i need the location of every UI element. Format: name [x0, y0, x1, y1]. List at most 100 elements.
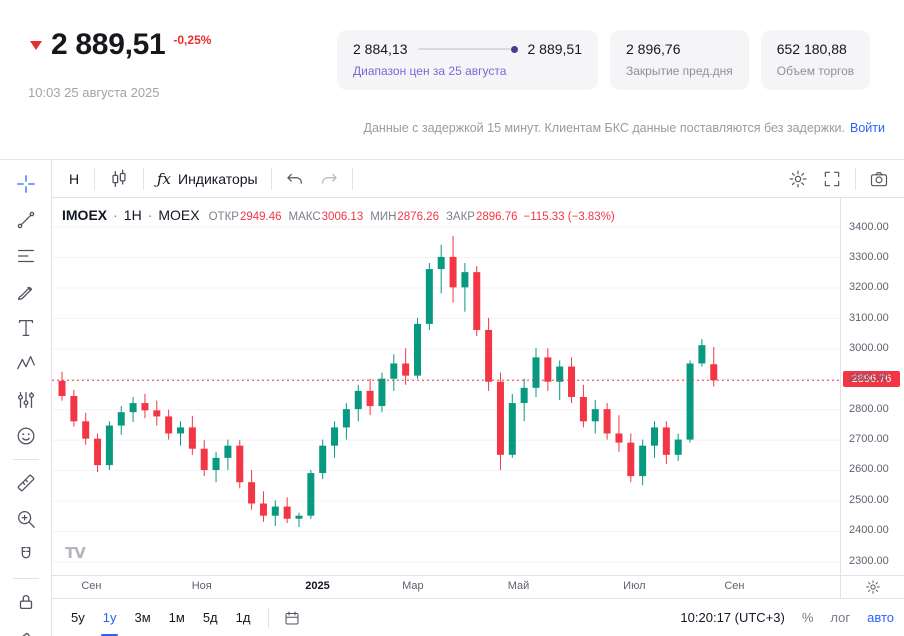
- price-axis[interactable]: 2896.76 3400.00 3300.00 3200.00 3100.00 3000…: [840, 198, 904, 575]
- top-toolbar-right: [781, 165, 896, 193]
- screenshot-button[interactable]: [862, 165, 896, 193]
- candle-body: [496, 381, 504, 455]
- percent-scale-button[interactable]: %: [801, 610, 814, 625]
- candle-body: [544, 357, 552, 382]
- candle-body: [520, 387, 528, 404]
- candlestick-chart[interactable]: [52, 198, 840, 575]
- login-link[interactable]: Войти: [850, 121, 885, 135]
- indicators-button[interactable]: ƒx Индикаторы: [150, 165, 265, 193]
- volume-card: 652 180,88 Объем торгов: [760, 30, 871, 90]
- range-button-5д[interactable]: 5д: [202, 610, 218, 625]
- candle-body: [259, 503, 267, 516]
- go-to-date-button[interactable]: [278, 604, 306, 632]
- lock-icon[interactable]: [8, 584, 44, 620]
- candle-body: [662, 427, 670, 455]
- horizontal-lines-icon[interactable]: [8, 238, 44, 274]
- candle-body: [627, 442, 635, 477]
- magnet-icon[interactable]: [8, 537, 44, 573]
- candle-body: [82, 421, 90, 439]
- candle-body: [366, 390, 374, 407]
- clock-display[interactable]: 10:20:17 (UTC+3): [680, 610, 785, 625]
- ruler-icon[interactable]: [8, 465, 44, 501]
- price-axis-label: 2900.00: [849, 372, 889, 385]
- redo-button[interactable]: [312, 165, 346, 193]
- auto-scale-button[interactable]: авто: [867, 610, 894, 625]
- chart-legend: IMOEX · 1Н · MOEX ОТКР2949.46 МАКС3006.13…: [62, 207, 615, 223]
- candle-body: [461, 272, 469, 288]
- range-button-5у[interactable]: 5у: [71, 610, 85, 625]
- candle-body: [177, 427, 184, 434]
- price-axis-label: 2700.00: [849, 433, 889, 446]
- plot-row: IMOEX · 1Н · MOEX ОТКР2949.46 МАКС3006.13…: [52, 198, 904, 575]
- axis-settings-button[interactable]: [840, 576, 904, 598]
- price-axis-label: 3000.00: [849, 341, 889, 354]
- undo-icon: [286, 173, 302, 184]
- tradingview-logo[interactable]: TV: [65, 544, 86, 562]
- candle-body: [437, 256, 445, 270]
- divider: [143, 167, 144, 190]
- forecast-icon[interactable]: [8, 382, 44, 418]
- legend-stat: ОТКР2949.46: [208, 211, 282, 223]
- interval-button[interactable]: Н: [68, 170, 80, 187]
- candle-body: [212, 457, 220, 471]
- camera-icon: [870, 171, 888, 186]
- candle-body: [485, 329, 493, 382]
- legend-exchange: MOEX: [158, 207, 200, 223]
- range-button-1д[interactable]: 1д: [235, 610, 251, 625]
- stat-cards: 2 884,13 2 889,51 Диапазон цен за 25 авг…: [337, 30, 871, 90]
- quote-header: 2 889,51 -0,25% 10:03 25 августа 2025 2 …: [0, 0, 904, 160]
- range-button-1у[interactable]: 1у: [94, 606, 126, 636]
- candle-body: [188, 427, 196, 449]
- time-axis-label: Мар: [402, 580, 424, 592]
- price-axis-label: 2800.00: [849, 402, 889, 415]
- candle-body: [402, 363, 410, 376]
- chart-top-toolbar: Н ƒx Индикаторы: [52, 160, 904, 198]
- prev-close-card: 2 896,76 Закрытие пред.дня: [610, 30, 749, 90]
- eraser-icon[interactable]: [8, 620, 44, 636]
- text-tool-icon[interactable]: [8, 310, 44, 346]
- candle-body: [425, 269, 433, 324]
- log-scale-button[interactable]: лог: [830, 610, 851, 625]
- time-axis[interactable]: Сен Ноя 2025 Мар Май Июл Сен: [52, 575, 904, 598]
- prev-close-value: 2 896,76: [626, 41, 681, 57]
- candle-body: [319, 445, 327, 474]
- range-button-3м[interactable]: 3м: [134, 610, 151, 625]
- current-price: 2 889,51: [51, 28, 166, 61]
- legend-stat: ЗАКР2896.76: [445, 211, 518, 223]
- price-axis-label: 2500.00: [849, 493, 889, 506]
- last-price-tag: 2896.76: [843, 370, 900, 387]
- candle-body: [710, 364, 718, 381]
- range-button-1м[interactable]: 1м: [168, 610, 185, 625]
- chart-widget: Н ƒx Индикаторы: [0, 160, 904, 636]
- candle-body: [639, 445, 647, 477]
- trend-line-icon[interactable]: [8, 202, 44, 238]
- zoom-in-icon[interactable]: [8, 501, 44, 537]
- bottom-toolbar-right: 10:20:17 (UTC+3) % лог авто: [680, 610, 894, 625]
- fullscreen-button[interactable]: [815, 165, 849, 193]
- divider: [12, 578, 39, 579]
- legend-symbol: IMOEX: [62, 207, 108, 223]
- emoji-icon[interactable]: [8, 418, 44, 454]
- candle-body: [248, 482, 256, 504]
- xabcd-pattern-icon[interactable]: [8, 346, 44, 382]
- candle-body: [651, 427, 658, 446]
- range-high: 2 889,51: [527, 41, 583, 57]
- chart-settings-button[interactable]: [781, 165, 815, 193]
- chart-plot-area[interactable]: IMOEX · 1Н · MOEX ОТКР2949.46 МАКС3006.13…: [52, 198, 840, 575]
- undo-button[interactable]: [278, 165, 312, 193]
- candle-body: [331, 427, 339, 446]
- drawing-toolbar: [0, 160, 52, 636]
- disclaimer-text: Данные с задержкой 15 минут. Клиентам БК…: [363, 121, 846, 135]
- crosshair-tool-icon[interactable]: [8, 166, 44, 202]
- brush-icon[interactable]: [8, 274, 44, 310]
- range-track-line: [417, 48, 511, 50]
- fullscreen-icon: [824, 171, 840, 186]
- candle-body: [342, 409, 350, 428]
- divider: [855, 167, 856, 190]
- price-axis-label: 3300.00: [849, 250, 889, 263]
- range-slider: [417, 45, 518, 53]
- time-axis-label: 2025: [305, 580, 330, 592]
- legend-separator: ·: [147, 207, 153, 223]
- candle-body: [615, 433, 623, 443]
- candle-style-button[interactable]: [101, 165, 137, 193]
